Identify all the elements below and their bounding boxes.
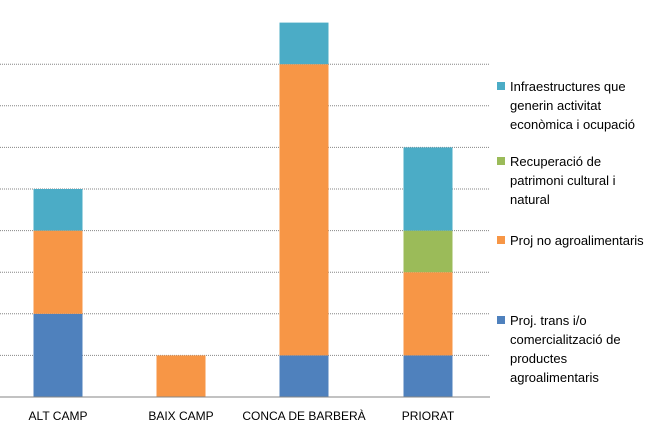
legend-swatch [497, 157, 505, 165]
legend-label: Infraestructures que generin activitat eco… [510, 79, 635, 132]
bar-segment [403, 147, 453, 231]
bar-segment [403, 272, 453, 356]
legend-swatch [497, 82, 505, 90]
legend: Infraestructures que generin activitat eco… [497, 79, 644, 385]
bar-segment [279, 355, 329, 397]
bars [33, 22, 453, 397]
legend-swatch [497, 236, 505, 244]
x-tick-labels: ALT CAMP BAIX CAMP CONCA DE BARBERÀ PRIORAT [29, 408, 455, 423]
bar-segment [279, 64, 329, 356]
legend-label: Proj. trans i/o comercialització de produc… [510, 313, 621, 385]
bar-segment [33, 313, 83, 397]
bar-segment [279, 22, 329, 65]
bar-segment [403, 355, 453, 397]
bar-segment [33, 230, 83, 314]
x-tick-label: PRIORAT [402, 409, 455, 423]
legend-label: Recuperació de patrimoni cultural i natura… [510, 154, 616, 207]
x-tick-label: ALT CAMP [29, 409, 88, 423]
bar-segment [403, 230, 453, 273]
x-tick-label: BAIX CAMP [148, 409, 213, 423]
bar-segment [156, 355, 206, 397]
legend-label: Proj no agroalimentaris [510, 233, 644, 248]
legend-swatch [497, 316, 505, 324]
x-tick-label: CONCA DE BARBERÀ [242, 408, 365, 423]
bar-segment [33, 189, 83, 231]
